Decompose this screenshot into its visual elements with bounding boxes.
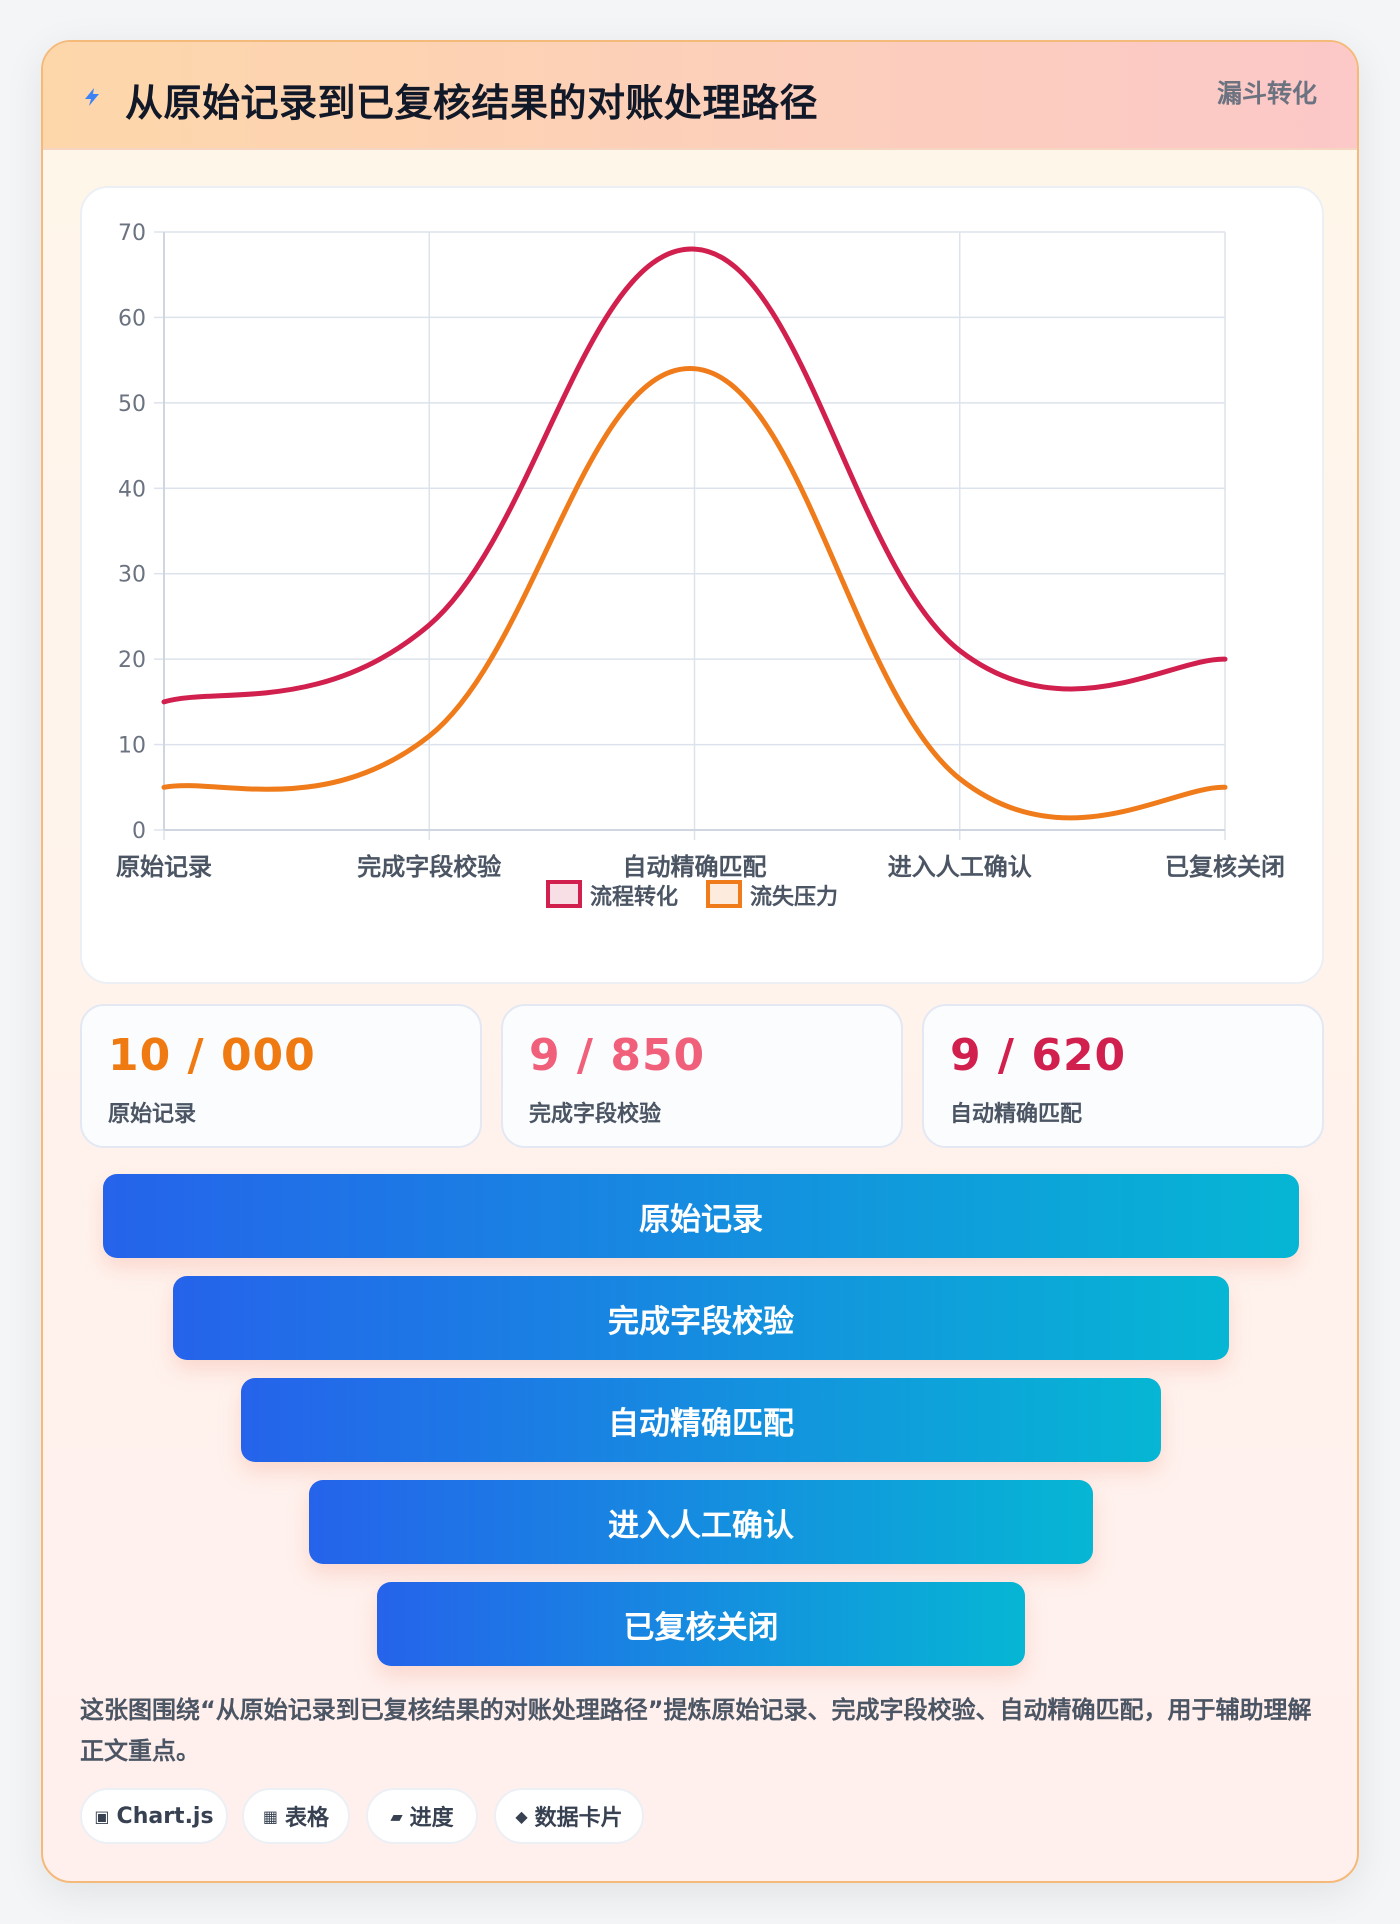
x-tick-label: 原始记录 <box>116 853 212 881</box>
tag-data-card[interactable]: ◆ 数据卡片 <box>494 1788 644 1844</box>
tag-label: 表格 <box>285 1806 330 1831</box>
stat-card: 10 / 000 原始记录 <box>80 1004 482 1148</box>
funnel-stage: 自动精确匹配 <box>241 1378 1161 1462</box>
y-tick-label: 0 <box>132 819 146 844</box>
data-point <box>1224 658 1226 660</box>
tag-label: 数据卡片 <box>534 1806 623 1831</box>
funnel-stage: 已复核关闭 <box>377 1582 1025 1666</box>
data-point <box>959 778 961 780</box>
tag-table[interactable]: ▦ 表格 <box>242 1788 350 1844</box>
y-tick-label: 70 <box>118 221 146 246</box>
category-tag: 漏斗转化 <box>1216 79 1317 108</box>
funnel-stage: 完成字段校验 <box>173 1276 1229 1360</box>
data-point <box>163 701 165 703</box>
card-header: 从原始记录到已复核结果的对账处理路径 漏斗转化 <box>43 42 1357 150</box>
data-point <box>1224 786 1226 788</box>
table-icon: ▦ <box>262 1806 279 1826</box>
tag-label: 进度 <box>409 1806 454 1831</box>
tag-progress[interactable]: ▰ 进度 <box>366 1788 478 1844</box>
x-tick-label: 完成字段校验 <box>357 853 501 881</box>
x-tick-label: 进入人工确认 <box>888 853 1032 881</box>
chart-svg: 0 10 20 30 40 50 60 70 原始记录 完成字段校验 自动精确匹配 进入人工确认 已复核… <box>116 221 1285 910</box>
legend-label: 流程转化 <box>590 884 678 910</box>
progress-icon: ▰ <box>390 1806 403 1826</box>
bolt-icon <box>85 88 99 106</box>
stat-card: 9 / 620 自动精确匹配 <box>922 1004 1324 1148</box>
tag-chartjs[interactable]: ▣ Chart.js <box>80 1788 228 1844</box>
y-tick-label: 30 <box>118 563 146 588</box>
chart-icon: ▣ <box>94 1806 110 1826</box>
stat-label: 原始记录 <box>108 1102 197 1127</box>
line-chart: 0 10 20 30 40 50 60 70 原始记录 完成字段校验 自动精确匹配 进入人工确认 已复核… <box>80 186 1324 984</box>
stat-label: 完成字段校验 <box>529 1102 662 1127</box>
stat-card: 9 / 850 完成字段校验 <box>501 1004 903 1148</box>
data-point <box>694 248 695 250</box>
stat-value: 10 / 000 <box>108 1030 316 1081</box>
page-title: 从原始记录到已复核结果的对账处理路径 <box>125 81 819 125</box>
y-tick-label: 50 <box>118 392 146 417</box>
card: 从原始记录到已复核结果的对账处理路径 漏斗转化 0 10 20 30 40 50 60 70 原… <box>41 40 1359 1883</box>
y-tick-label: 60 <box>118 306 146 331</box>
tag-label: Chart.js <box>116 1803 214 1829</box>
stat-label: 自动精确匹配 <box>950 1102 1083 1127</box>
x-tick-label: 已复核关闭 <box>1165 853 1285 881</box>
funnel-stage: 原始记录 <box>103 1174 1299 1258</box>
y-tick-label: 20 <box>118 648 146 673</box>
legend-swatch <box>706 880 742 908</box>
x-tick-label: 自动精确匹配 <box>623 853 767 881</box>
data-point <box>163 786 165 788</box>
data-point <box>694 368 695 370</box>
legend-label: 流失压力 <box>750 884 838 910</box>
card-icon: ◆ <box>515 1806 528 1826</box>
y-tick-label: 40 <box>118 477 146 502</box>
legend-swatch <box>546 880 582 908</box>
stat-value: 9 / 850 <box>529 1030 706 1081</box>
data-point <box>428 624 430 626</box>
stat-value: 9 / 620 <box>950 1030 1127 1081</box>
data-point <box>428 735 430 737</box>
y-tick-label: 10 <box>118 734 146 759</box>
funnel-stage: 进入人工确认 <box>309 1480 1093 1564</box>
chart-description: 这张图围绕“从原始记录到已复核结果的对账处理路径”提炼原始记录、完成字段校验、自… <box>80 1696 1312 1765</box>
data-point <box>959 650 961 652</box>
